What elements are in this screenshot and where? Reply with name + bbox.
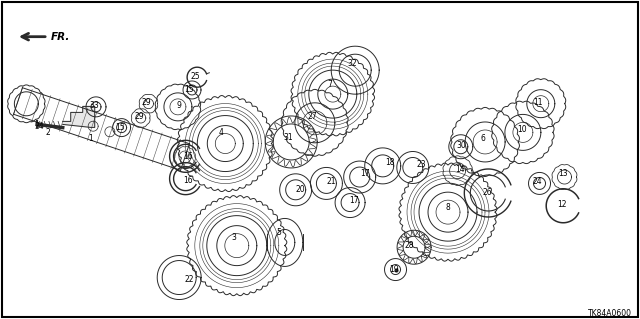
Text: 1: 1	[88, 134, 93, 143]
Text: 21: 21	[327, 177, 336, 186]
Text: 15: 15	[115, 123, 125, 132]
Text: 18: 18	[386, 158, 395, 167]
Text: 22: 22	[184, 275, 193, 284]
Text: 5: 5	[276, 228, 281, 237]
Text: 10: 10	[516, 125, 527, 134]
Text: 9: 9	[177, 101, 182, 110]
Text: 31: 31	[283, 133, 293, 142]
Text: TK84A0600: TK84A0600	[588, 309, 632, 318]
Text: 2: 2	[45, 128, 51, 137]
Text: 27: 27	[307, 112, 317, 121]
Text: 13: 13	[558, 169, 568, 178]
Text: 23: 23	[416, 160, 426, 169]
Text: 8: 8	[445, 203, 451, 212]
Text: 26: 26	[483, 189, 493, 197]
Text: 6: 6	[481, 134, 486, 143]
Text: FR.: FR.	[51, 32, 70, 42]
Text: 14: 14	[454, 165, 465, 174]
Text: 25: 25	[190, 72, 200, 81]
Text: 16: 16	[182, 176, 193, 185]
Text: 19: 19	[388, 265, 399, 274]
Text: 7: 7	[327, 80, 332, 89]
Text: 30: 30	[456, 141, 466, 150]
Text: 32: 32	[347, 59, 357, 68]
Text: 34: 34	[35, 122, 45, 130]
Text: 3: 3	[231, 233, 236, 242]
Text: 24: 24	[532, 177, 543, 186]
Text: 4: 4	[218, 128, 223, 137]
Text: 28: 28	[405, 241, 414, 250]
Text: 12: 12	[557, 200, 566, 209]
Polygon shape	[63, 107, 95, 127]
Text: 16: 16	[182, 152, 193, 161]
Text: 15: 15	[184, 85, 194, 94]
Text: 29: 29	[141, 98, 151, 107]
Text: 29: 29	[134, 112, 145, 121]
Text: 33: 33	[90, 101, 100, 110]
Text: 17: 17	[349, 197, 359, 205]
Text: 11: 11	[533, 98, 542, 107]
Text: 20: 20	[296, 185, 306, 194]
Text: 17: 17	[360, 169, 370, 178]
